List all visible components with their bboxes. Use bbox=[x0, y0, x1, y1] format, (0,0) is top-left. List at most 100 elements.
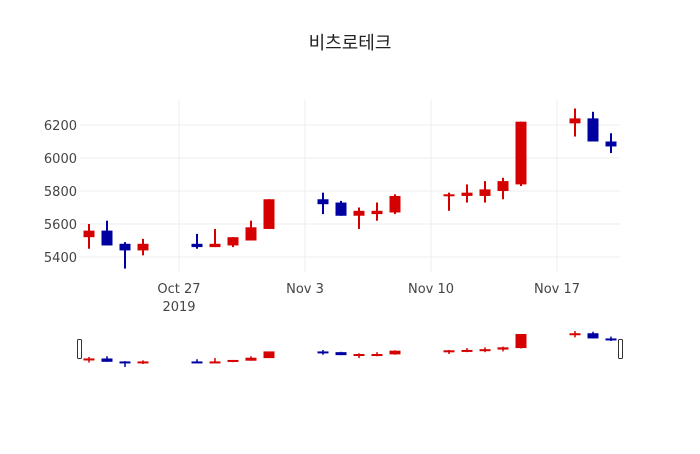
slider-candle-body bbox=[191, 361, 203, 364]
candle-body bbox=[389, 195, 401, 213]
x-tick-year-label: 2019 bbox=[162, 300, 195, 315]
slider-candle-body bbox=[137, 361, 149, 364]
range-slider-right-handle[interactable] bbox=[618, 339, 623, 359]
candle bbox=[317, 192, 329, 215]
slider-candle bbox=[245, 356, 257, 361]
slider-candle-body bbox=[83, 358, 95, 361]
slider-candle-body bbox=[317, 351, 329, 354]
candle-body bbox=[497, 181, 509, 191]
slider-candle bbox=[83, 356, 95, 363]
slider-candle bbox=[605, 336, 617, 342]
slider-candle bbox=[443, 349, 455, 355]
candle-body bbox=[137, 243, 149, 251]
slider-candle-body bbox=[371, 354, 383, 357]
candle bbox=[515, 121, 527, 187]
candle-body bbox=[479, 189, 491, 196]
x-tick-label: Nov 3 bbox=[286, 282, 324, 297]
candle-body bbox=[371, 210, 383, 215]
slider-candle bbox=[335, 351, 347, 356]
y-tick-label: 6000 bbox=[44, 152, 77, 167]
x-tick-label: Nov 17 bbox=[534, 282, 580, 297]
y-axis: 5400 5600 5800 6000 6200 bbox=[44, 119, 77, 266]
slider-candle-body bbox=[101, 358, 113, 362]
y-tick-label: 5800 bbox=[44, 185, 77, 200]
slider-candle-body bbox=[227, 359, 239, 362]
slider-candle bbox=[515, 333, 527, 349]
y-tick-label: 6200 bbox=[44, 119, 77, 134]
slider-candle bbox=[227, 359, 239, 363]
candle bbox=[389, 194, 401, 215]
slider-candle bbox=[263, 351, 275, 359]
candle-body bbox=[353, 210, 365, 216]
candle bbox=[443, 192, 455, 211]
slider-candle bbox=[371, 352, 383, 357]
candle-body bbox=[263, 199, 275, 229]
slider-candle-body bbox=[515, 333, 527, 349]
slider-candle-body bbox=[245, 357, 257, 361]
candle-body bbox=[515, 121, 527, 185]
grid-lines bbox=[80, 100, 620, 272]
slider-candle bbox=[137, 360, 149, 365]
slider-candle bbox=[479, 347, 491, 353]
chart-title: 비츠로테크 bbox=[309, 33, 392, 54]
candle bbox=[353, 207, 365, 229]
slider-candle bbox=[497, 346, 509, 352]
candle bbox=[119, 242, 131, 269]
candle-body bbox=[335, 202, 347, 216]
candle bbox=[371, 202, 383, 221]
slider-candle-body bbox=[209, 361, 221, 364]
candle-body bbox=[317, 199, 329, 205]
slider-candle bbox=[569, 331, 581, 338]
slider-candle bbox=[389, 350, 401, 355]
candles-main bbox=[83, 108, 617, 269]
y-tick-label: 5400 bbox=[44, 251, 77, 266]
slider-candle-body bbox=[443, 350, 455, 353]
candle-body bbox=[83, 230, 95, 238]
slider-candle bbox=[353, 353, 365, 359]
candle-body bbox=[587, 118, 599, 142]
candle-body bbox=[227, 237, 239, 246]
candle bbox=[209, 228, 221, 248]
x-axis: Oct 27 2019 Nov 3 Nov 10 Nov 17 bbox=[157, 282, 580, 315]
slider-candle bbox=[317, 349, 329, 355]
candle-body bbox=[209, 243, 221, 248]
slider-candle bbox=[587, 331, 599, 339]
candle bbox=[479, 181, 491, 203]
candle-body bbox=[605, 141, 617, 147]
candle bbox=[461, 184, 473, 203]
slider-candle-body bbox=[605, 338, 617, 341]
range-slider[interactable] bbox=[77, 331, 623, 367]
candle-body bbox=[119, 243, 131, 251]
slider-candle bbox=[191, 359, 203, 364]
range-slider-left-handle[interactable] bbox=[77, 339, 82, 359]
slider-candle bbox=[119, 361, 131, 367]
slider-candle bbox=[209, 358, 221, 364]
candle bbox=[245, 220, 257, 241]
candle bbox=[569, 108, 581, 137]
x-tick-label: Oct 27 bbox=[157, 282, 200, 297]
slider-candle-body bbox=[389, 350, 401, 355]
slider-candle-body bbox=[497, 347, 509, 350]
candle-body bbox=[443, 194, 455, 197]
slider-candle bbox=[461, 348, 473, 353]
candle bbox=[497, 177, 509, 200]
candle bbox=[335, 200, 347, 216]
slider-candle-body bbox=[335, 352, 347, 356]
candle bbox=[605, 133, 617, 154]
y-tick-label: 5600 bbox=[44, 218, 77, 233]
x-tick-label: Nov 10 bbox=[408, 282, 454, 297]
candle-body bbox=[245, 227, 257, 241]
slider-candle-body bbox=[353, 354, 365, 357]
slider-candle-body bbox=[461, 349, 473, 352]
candle bbox=[263, 199, 275, 229]
candle-body bbox=[461, 192, 473, 196]
slider-candle-body bbox=[119, 361, 131, 364]
candle bbox=[137, 238, 149, 256]
candle-body bbox=[569, 118, 581, 124]
candle bbox=[227, 237, 239, 248]
slider-candle-body bbox=[569, 333, 581, 336]
candle-body bbox=[101, 230, 113, 246]
slider-candle-body bbox=[263, 351, 275, 359]
slider-candle bbox=[101, 356, 113, 362]
